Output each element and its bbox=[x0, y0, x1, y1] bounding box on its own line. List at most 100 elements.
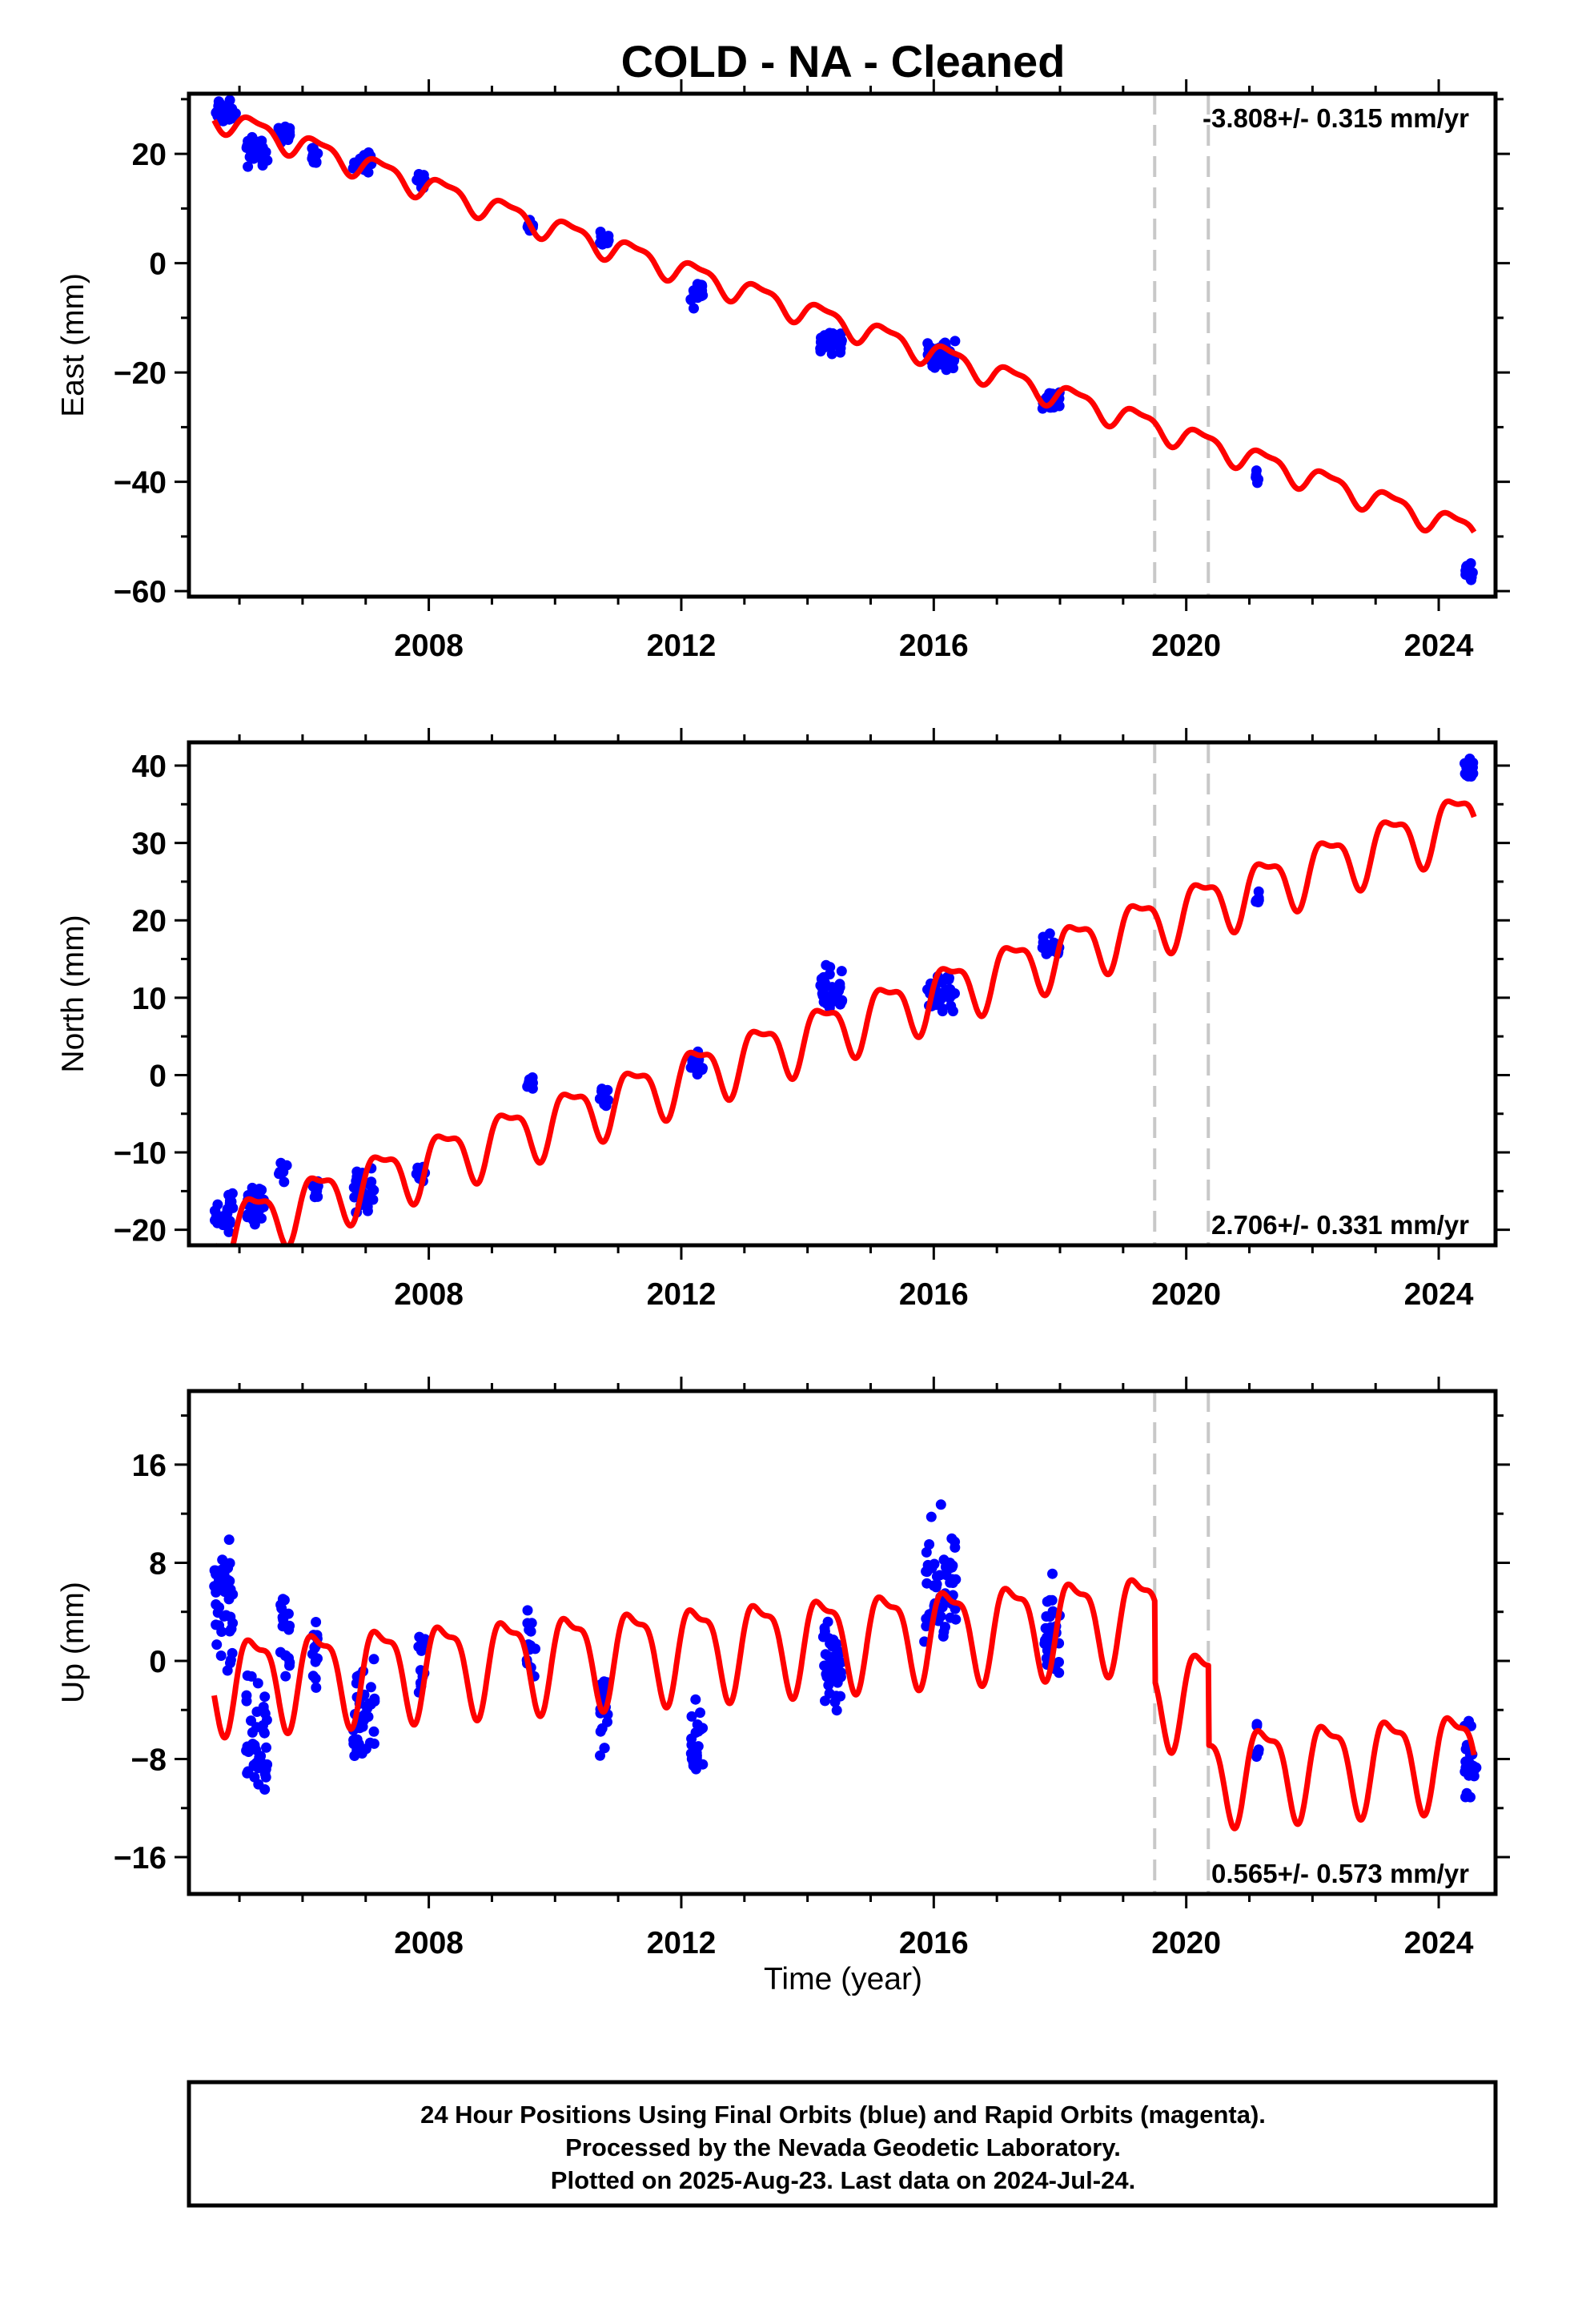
data-point bbox=[311, 1682, 322, 1693]
data-point bbox=[275, 1157, 287, 1168]
y-tick-label: −20 bbox=[114, 1214, 167, 1248]
data-point bbox=[280, 1671, 291, 1682]
x-tick-label: 2020 bbox=[1151, 629, 1221, 663]
data-point bbox=[249, 1219, 260, 1230]
data-point bbox=[241, 1745, 252, 1756]
panel-north: 2008 2012 2016 2020 2024 −20 −10 0 10 20 30 40 North… bbox=[56, 728, 1510, 1312]
data-point bbox=[223, 1226, 235, 1237]
footer-box: 24 Hour Positions Using Final Orbits (bl… bbox=[187, 2080, 1498, 2208]
data-point bbox=[279, 1650, 291, 1661]
data-point bbox=[946, 990, 958, 1000]
data-point bbox=[258, 1720, 268, 1731]
data-point bbox=[222, 1208, 233, 1219]
data-point bbox=[259, 1691, 271, 1703]
data-point bbox=[311, 1655, 321, 1667]
y-tick-label: 30 bbox=[132, 827, 167, 862]
data-point bbox=[831, 1705, 842, 1716]
data-point bbox=[309, 157, 320, 167]
data-point bbox=[689, 303, 699, 314]
data-point bbox=[366, 1176, 377, 1188]
x-tick-label: 2012 bbox=[647, 1926, 717, 1960]
data-point bbox=[821, 1671, 833, 1683]
y-axis-label: Up (mm) bbox=[56, 1582, 90, 1703]
footer-line-3: Plotted on 2025-Aug-23. Last data on 202… bbox=[551, 2166, 1135, 2194]
rate-label: -3.808+/- 0.315 mm/yr bbox=[1203, 103, 1469, 133]
data-point bbox=[312, 148, 323, 159]
data-point bbox=[211, 1639, 223, 1651]
footer-line-2: Processed by the Nevada Geodetic Laborat… bbox=[565, 2133, 1121, 2161]
data-point bbox=[253, 1779, 264, 1790]
data-point bbox=[352, 1746, 363, 1756]
data-point bbox=[351, 1734, 363, 1745]
data-point bbox=[829, 329, 841, 340]
y-tick-label: 16 bbox=[132, 1449, 167, 1483]
data-point bbox=[225, 1658, 235, 1669]
data-point bbox=[950, 336, 961, 347]
data-point bbox=[823, 1679, 834, 1691]
data-point bbox=[277, 1594, 288, 1605]
footer-frame bbox=[187, 2080, 1498, 2208]
data-point bbox=[815, 346, 826, 357]
y-tick-label: 10 bbox=[132, 982, 167, 1016]
data-point bbox=[522, 1605, 533, 1616]
x-tick-label: 2020 bbox=[1151, 1926, 1221, 1960]
data-point bbox=[820, 1695, 830, 1707]
data-point bbox=[695, 1707, 705, 1719]
data-point bbox=[697, 1064, 708, 1076]
data-point bbox=[524, 1074, 535, 1085]
data-point bbox=[947, 1560, 958, 1571]
data-point bbox=[220, 1610, 231, 1621]
data-point bbox=[833, 993, 844, 1004]
data-point bbox=[935, 990, 946, 1001]
data-point bbox=[1465, 1791, 1476, 1803]
x-tick-label: 2024 bbox=[1404, 1277, 1474, 1312]
data-point bbox=[257, 160, 268, 171]
data-point bbox=[351, 1166, 363, 1177]
data-point bbox=[349, 157, 360, 168]
data-point bbox=[1040, 1622, 1051, 1634]
x-tick-label: 2012 bbox=[647, 1277, 717, 1312]
data-point bbox=[275, 1166, 286, 1177]
data-point bbox=[930, 362, 941, 373]
data-point bbox=[243, 161, 254, 172]
plot-frame bbox=[187, 91, 1498, 599]
data-point bbox=[242, 141, 253, 151]
data-point bbox=[1253, 886, 1264, 897]
y-tick-label: 8 bbox=[149, 1546, 167, 1581]
data-point bbox=[940, 1622, 950, 1633]
data-point bbox=[215, 1651, 227, 1661]
data-point bbox=[246, 1671, 257, 1682]
data-point bbox=[595, 227, 606, 237]
x-tick-label: 2024 bbox=[1404, 1926, 1474, 1960]
data-point bbox=[597, 239, 608, 250]
y-tick-label: 20 bbox=[132, 138, 167, 172]
data-point bbox=[216, 1564, 227, 1575]
data-point bbox=[946, 1000, 957, 1011]
data-point bbox=[311, 1617, 322, 1627]
x-tick-label: 2016 bbox=[899, 1926, 969, 1960]
data-point bbox=[241, 1690, 252, 1701]
data-point bbox=[826, 348, 837, 360]
data-point bbox=[950, 1542, 961, 1553]
data-point bbox=[254, 1751, 265, 1763]
x-tick-label: 2008 bbox=[394, 1277, 464, 1312]
data-point bbox=[225, 1584, 236, 1595]
data-point bbox=[212, 1199, 223, 1210]
x-tick-label: 2016 bbox=[899, 1277, 969, 1312]
data-point bbox=[921, 1621, 932, 1632]
data-point bbox=[358, 1715, 369, 1726]
data-point bbox=[251, 148, 263, 159]
data-point bbox=[836, 1667, 846, 1678]
data-point bbox=[526, 1618, 537, 1629]
data-point bbox=[816, 332, 826, 344]
rate-label: 2.706+/- 0.331 mm/yr bbox=[1211, 1210, 1469, 1240]
y-tick-label: 0 bbox=[149, 247, 167, 282]
footer-line-1: 24 Hour Positions Using Final Orbits (bl… bbox=[420, 2101, 1266, 2129]
data-point bbox=[926, 1511, 937, 1522]
panel-up: 2008 2012 2016 2020 2024 −16 −8 0 8 16 Up (mm) 0.56… bbox=[56, 1377, 1510, 1960]
data-point bbox=[596, 1084, 608, 1095]
data-point bbox=[260, 1771, 271, 1783]
data-point bbox=[835, 343, 846, 354]
data-point bbox=[368, 1726, 379, 1737]
data-point bbox=[697, 1723, 709, 1734]
